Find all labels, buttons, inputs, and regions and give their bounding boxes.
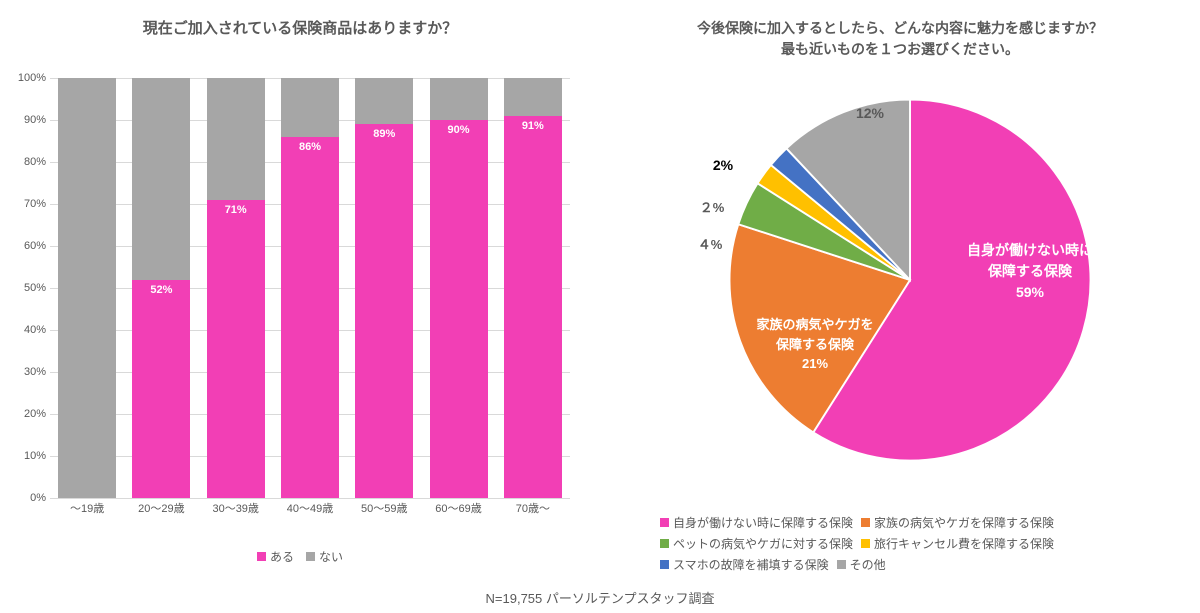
x-axis-label: 40～49歳 (273, 500, 347, 516)
grid-line (50, 498, 570, 499)
legend-item: 旅行キャンセル費を保障する保険 (861, 535, 1054, 552)
y-axis-tick: 10% (24, 450, 46, 462)
bar-value-label: 86% (281, 141, 339, 153)
bar-segment-aru: 91% (504, 116, 562, 498)
bar-segment-aru: 89% (355, 124, 413, 498)
legend-swatch (837, 560, 846, 569)
y-axis-tick: 40% (24, 324, 46, 336)
bar-chart-title: 現在ご加入されている保険商品はありますか？ (0, 0, 600, 41)
bar-segment-nai (430, 78, 488, 120)
legend-swatch (306, 552, 315, 561)
bar-segment-nai (355, 78, 413, 124)
legend-swatch (660, 560, 669, 569)
pie-chart-legend: 自身が働けない時に保障する保険 家族の病気やケガを保障する保険ペットの病気やケガに… (660, 512, 1180, 575)
x-axis-label: 50～59歳 (347, 500, 421, 516)
bar-segment-nai (58, 78, 116, 498)
y-axis-tick: 50% (24, 282, 46, 294)
bar-segment-aru: 90% (430, 120, 488, 498)
bar-value-label: 91% (504, 120, 562, 132)
legend-label: 家族の病気やケガを保障する保険 (874, 514, 1054, 531)
x-axis-label: 70歳～ (496, 500, 570, 516)
y-axis-tick: 30% (24, 366, 46, 378)
y-axis-tick: 60% (24, 240, 46, 252)
legend-label: ある (270, 548, 294, 565)
bar-segment-aru: 52% (132, 280, 190, 498)
legend-swatch (660, 539, 669, 548)
legend-label: 旅行キャンセル費を保障する保険 (874, 535, 1054, 552)
legend-swatch (861, 518, 870, 527)
bar-value-label: 90% (430, 124, 488, 136)
legend-item: ある (257, 548, 294, 565)
y-axis-tick: 100% (18, 72, 46, 84)
bar-segment-nai (132, 78, 190, 280)
bar-segment-aru: 71% (207, 200, 265, 498)
bar-segment-nai (504, 78, 562, 116)
legend-swatch (257, 552, 266, 561)
legend-label: ない (319, 548, 343, 565)
legend-swatch (861, 539, 870, 548)
pie-chart-title: 今後保険に加入するとしたら、どんな内容に魅力を感じますか？ 最も近いものを１つお… (600, 0, 1200, 60)
legend-swatch (660, 518, 669, 527)
bar-chart-legend: ある ない (0, 548, 600, 565)
legend-label: ペットの病気やケガに対する保険 (673, 535, 853, 552)
pie-chart: 自身が働けない時に保障する保険59%家族の病気やケガを保障する保険21%４%２%… (720, 90, 1100, 470)
legend-label: スマホの故障を補填する保険 (673, 556, 829, 573)
x-axis-label: 20～29歳 (124, 500, 198, 516)
legend-item: 家族の病気やケガを保障する保険 (861, 514, 1054, 531)
legend-item: スマホの故障を補填する保険 (660, 556, 829, 573)
bar-segment-aru: 86% (281, 137, 339, 498)
x-axis-label: 60～69歳 (421, 500, 495, 516)
legend-item: ペットの病気やケガに対する保険 (660, 535, 853, 552)
legend-item: 自身が働けない時に保障する保険 (660, 514, 853, 531)
y-axis-tick: 70% (24, 198, 46, 210)
y-axis-tick: 80% (24, 156, 46, 168)
legend-item: ない (306, 548, 343, 565)
y-axis-tick: 20% (24, 408, 46, 420)
footer-note: N=19,755 パーソルテンプスタッフ調査 (0, 588, 1200, 607)
y-axis-tick: 0% (30, 492, 46, 504)
bar-segment-nai (207, 78, 265, 200)
y-axis-tick: 90% (24, 114, 46, 126)
bar-chart-plot: 0%10%20%30%40%50%60%70%80%90%100%52%71%8… (50, 78, 570, 498)
x-axis-label: 30～39歳 (199, 500, 273, 516)
legend-label: その他 (850, 556, 886, 573)
bar-segment-nai (281, 78, 339, 137)
legend-item: その他 (837, 556, 886, 573)
bar-value-label: 71% (207, 204, 265, 216)
bar-value-label: 89% (355, 128, 413, 140)
legend-label: 自身が働けない時に保障する保険 (673, 514, 853, 531)
bar-value-label: 52% (132, 284, 190, 296)
x-axis-label: ～19歳 (50, 500, 124, 516)
